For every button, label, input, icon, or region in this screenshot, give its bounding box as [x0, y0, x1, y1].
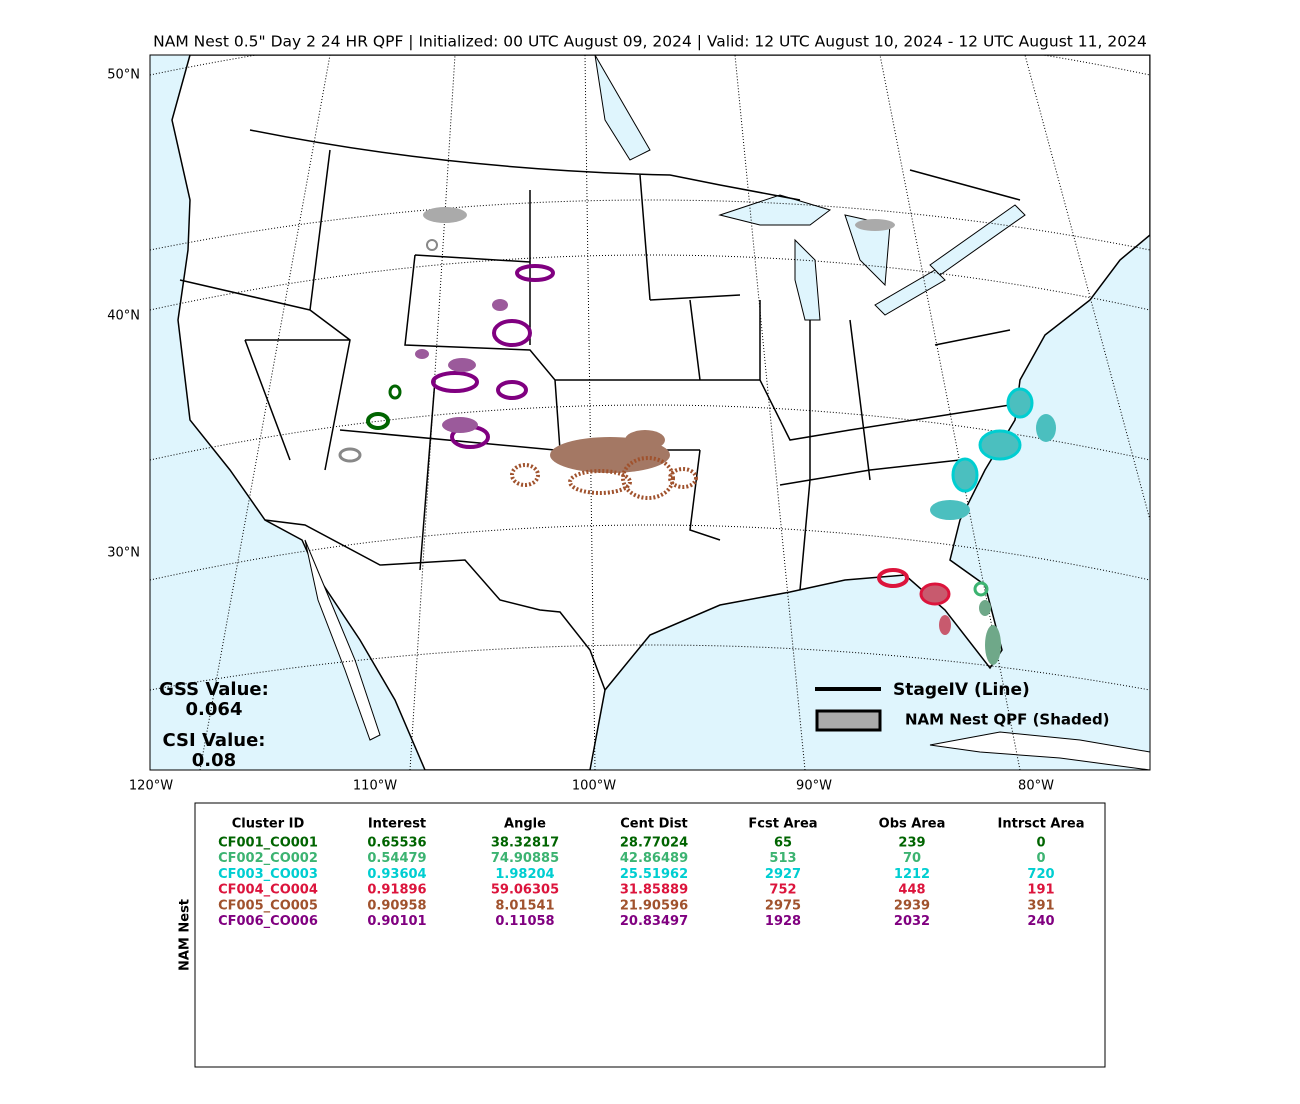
table-frame — [194, 802, 1106, 1068]
table-cell: 70 — [903, 851, 921, 866]
lon-label: 100°W — [572, 779, 616, 794]
legend-label: NAM Nest QPF (Shaded) — [905, 711, 1110, 729]
border-canada — [249, 129, 801, 201]
legend-label: StageIV (Line) — [893, 680, 1030, 700]
table-cell: CF005_CO005 — [218, 898, 318, 913]
table-cell: 448 — [898, 883, 925, 898]
lon-label: 90°W — [796, 779, 832, 794]
table-cell: 20.83497 — [620, 914, 688, 929]
map — [150, 55, 1150, 770]
table-cell: 0.90101 — [367, 914, 426, 929]
table-header: Angle — [504, 817, 546, 832]
table-cell: 720 — [1027, 867, 1054, 882]
lon-label: 110°W — [353, 779, 397, 794]
table-header: Cluster ID — [232, 817, 305, 832]
lon-label: 80°W — [1018, 779, 1054, 794]
table-side-label: NAM Nest — [178, 899, 193, 971]
table-header: Cent Dist — [620, 817, 688, 832]
lat-labels: 50°N 40°N 30°N — [107, 68, 140, 561]
land — [171, 55, 1150, 770]
legend: StageIV (Line) NAM Nest QPF (Shaded) — [815, 680, 1110, 732]
legend-swatch — [815, 709, 882, 732]
table-cell: 191 — [1027, 883, 1054, 898]
table-cell: 21.90596 — [620, 898, 688, 913]
table-cell: CF003_CO003 — [218, 867, 318, 882]
table-cell: 0.93604 — [367, 867, 426, 882]
csi-label: CSI Value: — [163, 730, 266, 751]
table: Cluster ID Interest Angle Cent Dist Fcst Are… — [218, 817, 1084, 930]
lake-michigan — [794, 238, 821, 321]
table-cell: 65 — [774, 836, 792, 851]
baja — [304, 539, 381, 741]
table-cell: CF001_CO001 — [218, 836, 318, 851]
table-cell: 31.85889 — [620, 883, 688, 898]
table-cell: 74.90885 — [491, 851, 559, 866]
lat-label: 30°N — [107, 546, 140, 561]
lake-superior — [718, 194, 832, 226]
table-header: Interest — [368, 817, 426, 832]
table-cell: 2032 — [894, 914, 930, 929]
table-cell: 0.91896 — [367, 883, 426, 898]
table-header: Intrsct Area — [998, 817, 1085, 832]
table-cell: CF006_CO006 — [218, 914, 318, 929]
table-cell: 2975 — [765, 898, 801, 913]
gss-value: 0.064 — [186, 699, 243, 720]
table-cell: 28.77024 — [620, 836, 688, 851]
lon-labels: 120°W 110°W 100°W 90°W 80°W — [129, 779, 1054, 794]
table-cell: CF002_CO002 — [218, 851, 318, 866]
table-cell: 240 — [1027, 914, 1054, 929]
table-cell: 0 — [1036, 851, 1045, 866]
cuba — [929, 731, 1150, 770]
lat-label: 50°N — [107, 68, 140, 83]
lat-label: 40°N — [107, 309, 140, 324]
meridians — [199, 55, 1150, 770]
table-cell: 59.06305 — [491, 883, 559, 898]
lon-label: 120°W — [129, 779, 173, 794]
table-cell: 513 — [769, 851, 796, 866]
table-cell: 1.98204 — [495, 867, 554, 882]
table-cell: 752 — [769, 883, 796, 898]
table-cell: CF004_CO004 — [218, 883, 318, 898]
table-cell: 0.90958 — [367, 898, 426, 913]
table-cell: 25.51962 — [620, 867, 688, 882]
table-cell: 0.54479 — [367, 851, 426, 866]
gss-label: GSS Value: — [159, 679, 269, 700]
table-cell: 1928 — [765, 914, 801, 929]
table-cell: 2939 — [894, 898, 930, 913]
table-cell: 38.32817 — [491, 836, 559, 851]
table-cell: 0.11058 — [495, 914, 554, 929]
table-cell: 239 — [898, 836, 925, 851]
map-frame — [149, 54, 1151, 771]
lake-erie — [874, 269, 946, 316]
table-cell: 42.86489 — [620, 851, 688, 866]
table-cell: 0.65536 — [367, 836, 426, 851]
table-cell: 8.01541 — [495, 898, 554, 913]
table-cell: 391 — [1027, 898, 1054, 913]
border-mexico — [264, 519, 606, 691]
table-cell: 1212 — [894, 867, 930, 882]
table-cell: 0 — [1036, 836, 1045, 851]
lake-ontario — [929, 204, 1026, 276]
scores: GSS Value: 0.064 CSI Value: 0.08 — [159, 679, 269, 771]
table-cell: 2927 — [765, 867, 801, 882]
table-header: Fcst Area — [748, 817, 817, 832]
objects — [338, 207, 1056, 665]
csi-value: 0.08 — [192, 750, 236, 771]
lake-winnipeg — [594, 55, 651, 161]
title: NAM Nest 0.5" Day 2 24 HR QPF | Initiali… — [153, 33, 1147, 51]
table-header: Obs Area — [879, 817, 946, 832]
